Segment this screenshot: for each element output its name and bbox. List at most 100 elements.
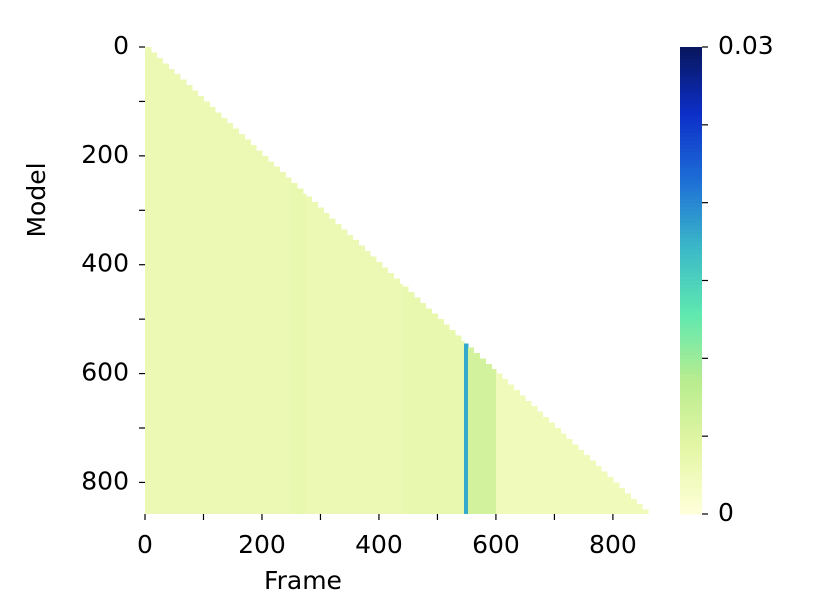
heatmap-cell bbox=[595, 466, 602, 514]
colorbar-segment bbox=[680, 463, 702, 468]
heatmap-cell bbox=[473, 352, 481, 514]
colorbar-segment bbox=[680, 354, 702, 359]
colorbar-tick-label: 0.03 bbox=[718, 31, 774, 60]
colorbar-segment bbox=[680, 206, 702, 211]
colorbar-segment bbox=[680, 268, 702, 274]
colorbar-segment bbox=[680, 140, 702, 145]
heatmap-cell bbox=[491, 369, 497, 514]
colorbar-segment bbox=[680, 451, 702, 457]
colorbar-segment bbox=[680, 245, 702, 250]
heatmap-cell bbox=[370, 256, 377, 514]
heatmap-cell bbox=[536, 411, 544, 514]
heatmap-cell bbox=[267, 161, 275, 514]
heatmap-cell bbox=[250, 144, 257, 514]
colorbar-segment bbox=[680, 226, 702, 231]
heatmap-cell bbox=[381, 267, 389, 514]
heatmap-cell bbox=[364, 251, 371, 514]
heatmap-cell bbox=[618, 487, 626, 514]
heatmap-cell bbox=[566, 438, 573, 514]
colorbar-segment bbox=[680, 494, 702, 499]
colorbar-segment bbox=[680, 292, 702, 297]
colorbar-segment bbox=[680, 190, 702, 196]
colorbar-segment bbox=[680, 366, 702, 371]
colorbar-segment bbox=[680, 117, 702, 122]
colorbar-segment bbox=[680, 109, 702, 114]
colorbar-segment bbox=[680, 101, 702, 106]
colorbar-segment bbox=[680, 506, 702, 511]
colorbar-segment bbox=[680, 214, 702, 219]
x-tick-label: 600 bbox=[472, 530, 520, 559]
colorbar-segment bbox=[680, 323, 702, 328]
heatmap-cell bbox=[335, 223, 342, 515]
colorbar-segment bbox=[680, 183, 702, 188]
colorbar-segment bbox=[680, 97, 702, 102]
x-tick-label: 0 bbox=[137, 530, 153, 559]
colorbar-segment bbox=[680, 385, 702, 390]
y-tick-label: 0 bbox=[113, 31, 129, 60]
colorbar-segment bbox=[680, 202, 702, 208]
heatmap-cell bbox=[376, 261, 383, 514]
heatmap-cell bbox=[583, 455, 591, 514]
colorbar-segment bbox=[680, 381, 702, 387]
colorbar-segment bbox=[680, 377, 702, 383]
heatmap-cell bbox=[238, 134, 245, 514]
colorbar-segment bbox=[680, 85, 702, 91]
x-tick-label: 400 bbox=[355, 530, 403, 559]
colorbar-segment bbox=[680, 412, 702, 418]
colorbar-segment bbox=[680, 74, 702, 79]
colorbar-segment bbox=[680, 296, 702, 301]
colorbar-segment bbox=[680, 264, 702, 270]
heatmap-cell bbox=[479, 358, 486, 514]
colorbar-segment bbox=[680, 93, 702, 99]
heatmap-cell bbox=[156, 57, 164, 515]
heatmap-cell bbox=[399, 283, 403, 514]
colorbar-segment bbox=[680, 471, 702, 476]
colorbar-segment bbox=[680, 280, 702, 285]
heatmap-cell bbox=[150, 52, 158, 514]
heatmap-cell bbox=[560, 433, 567, 514]
colorbar-segment bbox=[680, 163, 702, 169]
heatmap-cell bbox=[624, 493, 631, 514]
heatmap-cell bbox=[180, 79, 187, 514]
heatmap-cell bbox=[485, 363, 492, 514]
colorbar-segment bbox=[680, 113, 702, 118]
colorbar-segment bbox=[680, 261, 702, 266]
colorbar-segment bbox=[680, 416, 702, 422]
colorbar-segment bbox=[680, 136, 702, 141]
colorbar-segment bbox=[680, 311, 702, 317]
heatmap-cell bbox=[279, 172, 286, 515]
colorbar-segment bbox=[680, 89, 702, 95]
heatmap-cell bbox=[630, 498, 637, 514]
colorbar-segment bbox=[680, 443, 702, 449]
colorbar-segment bbox=[680, 350, 702, 355]
colorbar-segment bbox=[680, 272, 702, 278]
colorbar-segment bbox=[680, 179, 702, 184]
colorbar-segment bbox=[680, 346, 702, 352]
colorbar-segment bbox=[680, 257, 702, 262]
heatmap-cell bbox=[554, 428, 561, 514]
colorbar-segment bbox=[680, 420, 702, 425]
colorbar-segment bbox=[680, 159, 702, 165]
heatmap-cell bbox=[329, 218, 336, 514]
colorbar-segment bbox=[680, 303, 702, 309]
heatmap-cell bbox=[501, 379, 509, 514]
x-tick-label: 200 bbox=[238, 530, 286, 559]
colorbar-segment bbox=[680, 338, 702, 344]
heatmap-cell bbox=[449, 330, 456, 514]
heatmap-cell bbox=[636, 504, 643, 514]
heatmap-cell bbox=[425, 308, 433, 514]
colorbar-segment bbox=[680, 475, 702, 480]
colorbar-segment bbox=[680, 455, 702, 461]
heatmap-cell bbox=[256, 150, 263, 514]
heatmap-cell bbox=[589, 460, 596, 514]
heatmap-cell bbox=[454, 335, 462, 514]
heatmap-cell bbox=[358, 245, 365, 514]
heatmap-cell bbox=[305, 196, 313, 514]
colorbar-segment bbox=[680, 229, 702, 235]
heatmap-cell bbox=[261, 155, 269, 515]
colorbar-segment bbox=[680, 58, 702, 64]
colorbar-segment bbox=[680, 148, 702, 153]
colorbar-segment bbox=[680, 362, 702, 367]
colorbar-segment bbox=[680, 210, 702, 215]
